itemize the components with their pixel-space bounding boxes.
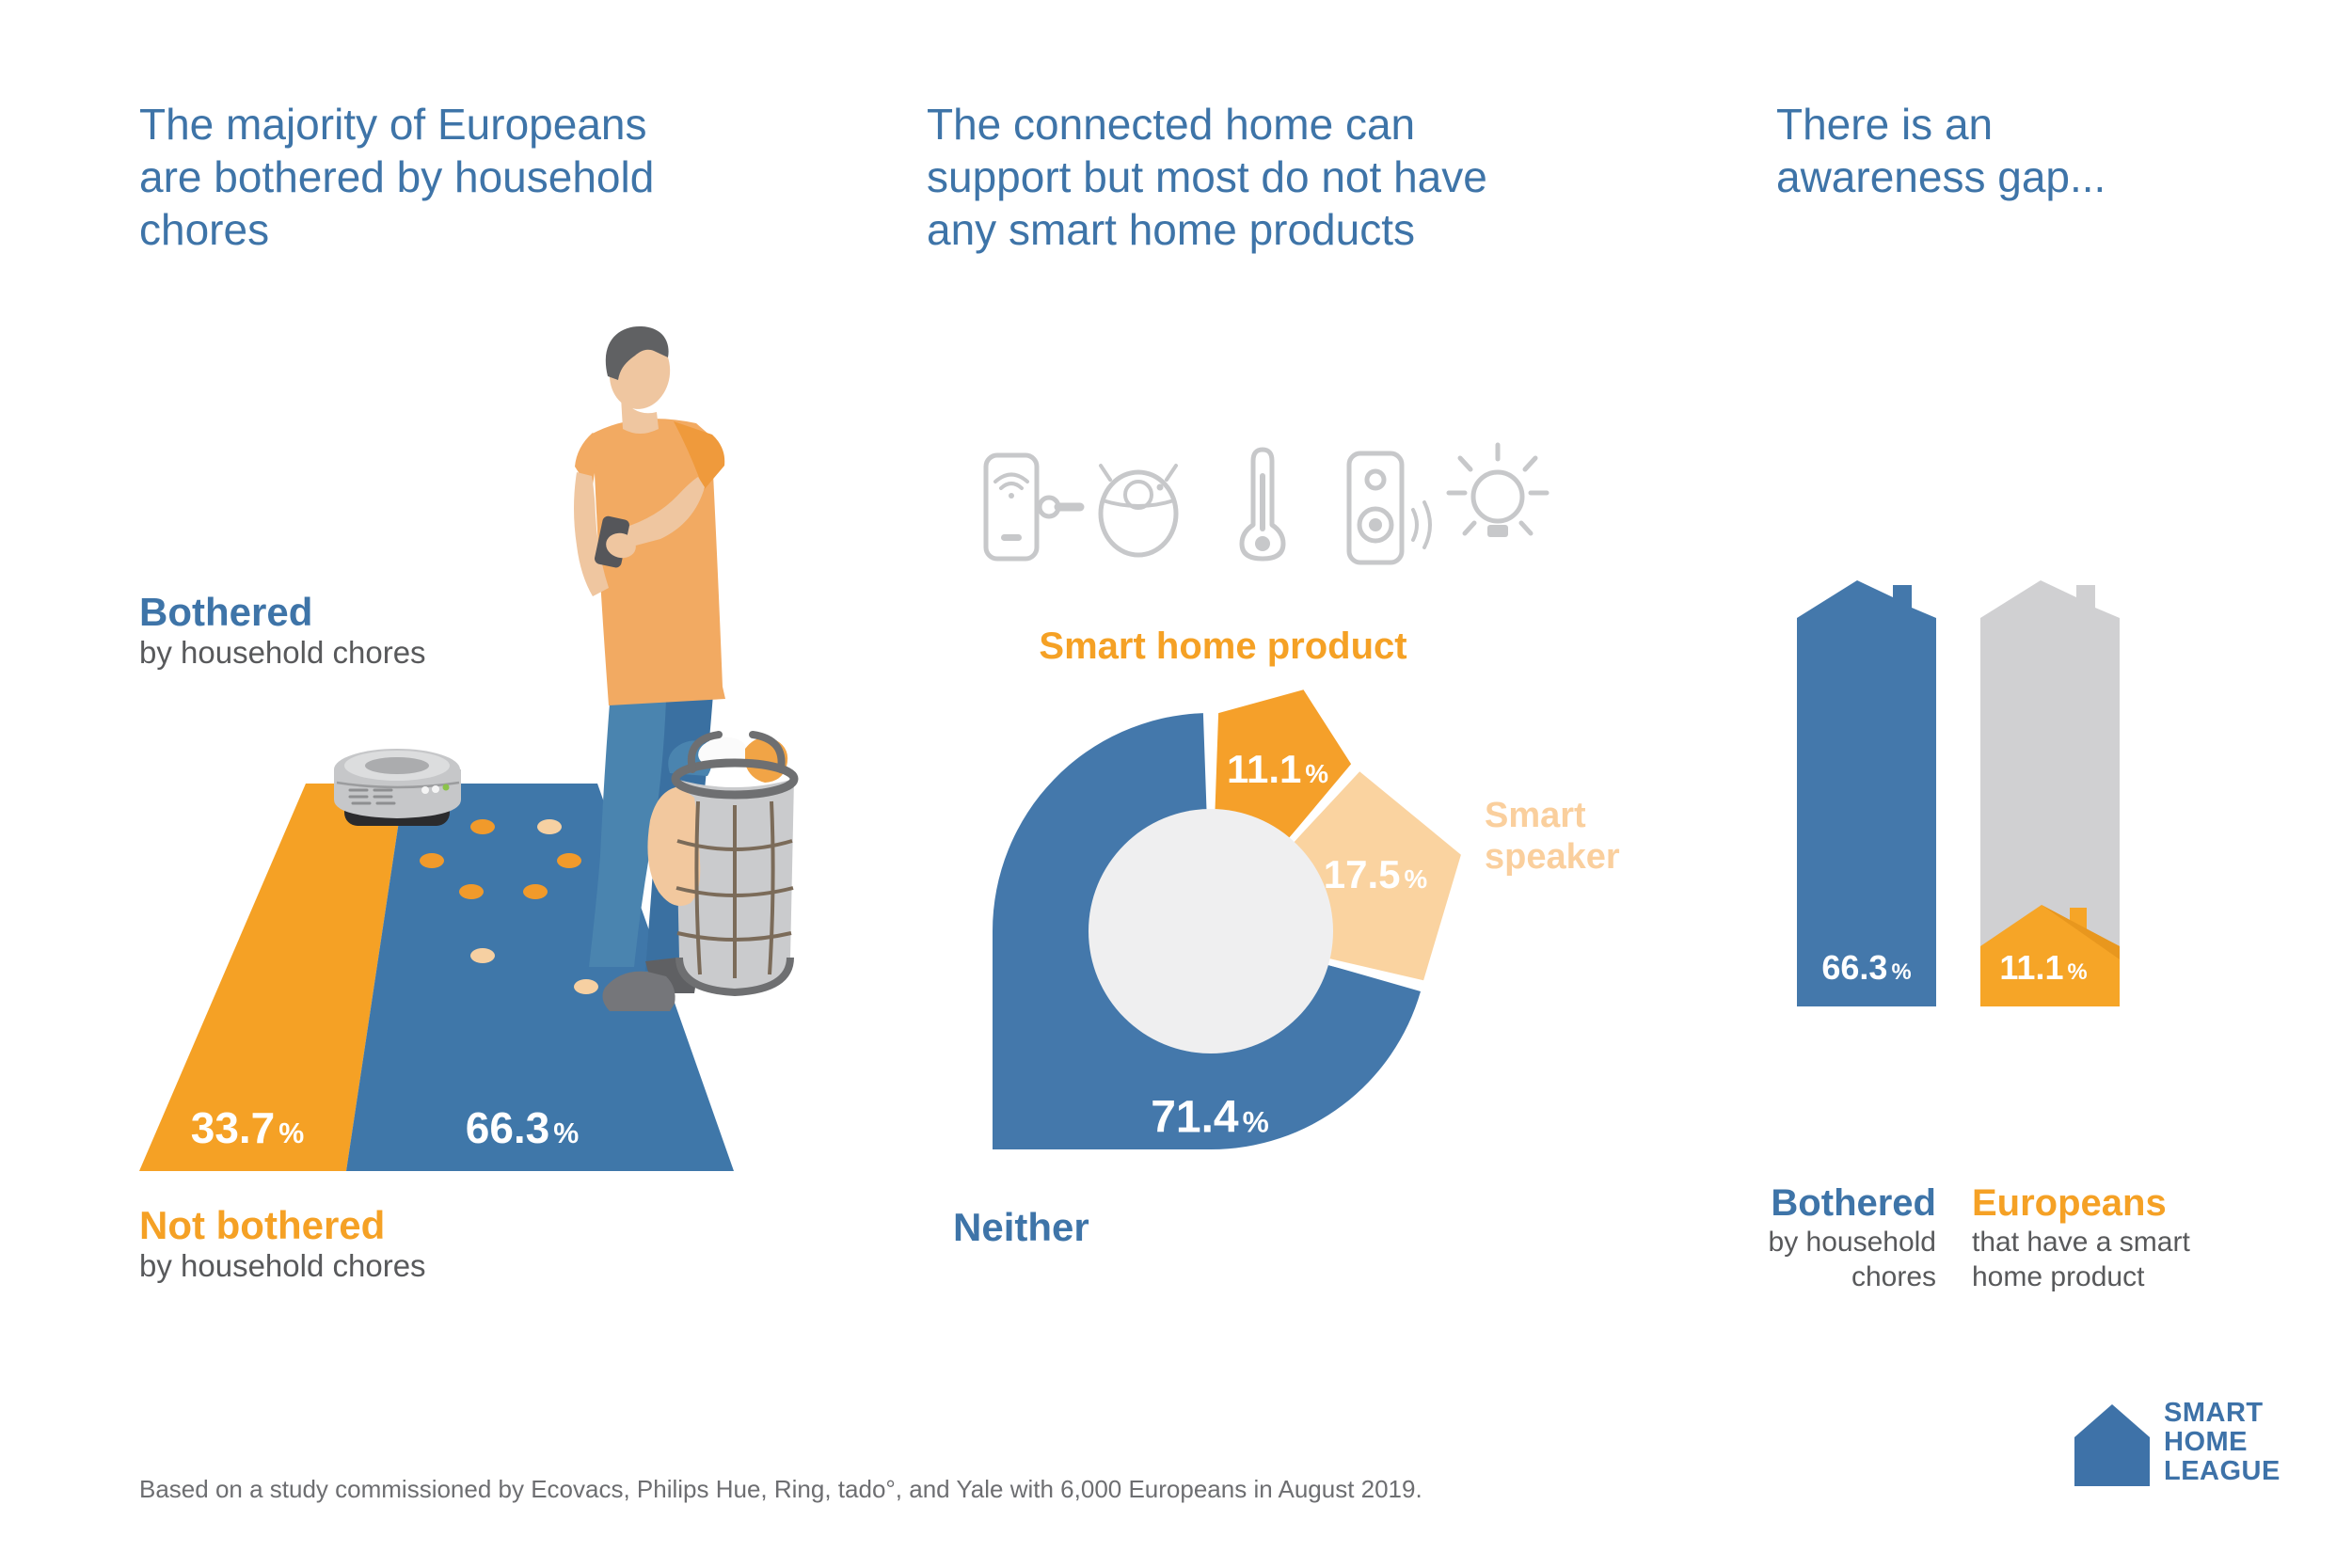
rug-crumb-dots	[420, 819, 598, 994]
not-bothered-label: Not bothered	[139, 1203, 386, 1247]
right-heading: There is an awareness gap...	[1776, 98, 2106, 203]
smart-home-league-logo-icon	[2074, 1404, 2150, 1486]
orange-roof-shadow	[2042, 905, 2120, 959]
house-bar2-label: Europeans	[1972, 1182, 2167, 1224]
bothered-legend: Bothered by household chores	[139, 591, 426, 672]
smart-home-league-logo-text: SMART HOME LEAGUE	[2164, 1398, 2280, 1486]
video-doorbell-icon	[1346, 451, 1432, 565]
house-bar1-legend: Bothered by household chores	[1729, 1181, 1936, 1294]
smart-home-ownership-donut	[993, 658, 1476, 1149]
left-heading-line: chores	[139, 205, 270, 254]
smart-lock-icon	[983, 452, 1085, 562]
bothered-sublabel: by household chores	[139, 635, 426, 670]
smart-speaker-label: Smart speaker	[1485, 796, 1620, 877]
middle-heading: The connected home can support but most …	[927, 98, 1487, 256]
not-bothered-value: 33.7%	[190, 1103, 305, 1152]
source-note: Based on a study commissioned by Ecovacs…	[139, 1475, 1422, 1503]
smart-home-product-value: 11.1%	[1226, 747, 1329, 791]
basket-grid	[675, 800, 794, 978]
not-bothered-sublabel: by household chores	[139, 1248, 426, 1283]
awareness-house-bar-background	[1980, 580, 2120, 1006]
robot-vacuum-icon	[1098, 464, 1179, 558]
neither-value: 71.4%	[1151, 1092, 1269, 1143]
neither-label: Neither	[953, 1205, 1089, 1249]
robot-vacuum-illustration	[334, 749, 461, 826]
rug-chart	[139, 784, 734, 1171]
smart-bulb-icon	[1446, 442, 1549, 537]
right-heading-line: awareness gap...	[1776, 152, 2106, 201]
house-icon	[2074, 1404, 2150, 1486]
rug-not-bothered-segment	[139, 784, 405, 1171]
left-heading: The majority of Europeans are bothered b…	[139, 98, 654, 256]
middle-heading-line: The connected home can	[927, 100, 1416, 149]
thermostat-icon	[1239, 447, 1286, 562]
bothered-house-bar	[1797, 580, 1936, 1006]
smart-speaker-value: 17.5%	[1323, 852, 1428, 896]
middle-heading-line: any smart home products	[927, 205, 1416, 254]
middle-heading-line: support but most do not have	[927, 152, 1487, 201]
left-heading-line: The majority of Europeans	[139, 100, 647, 149]
robot-vents	[348, 788, 396, 805]
left-heading-line: are bothered by household	[139, 152, 655, 201]
rug-bothered-segment	[346, 784, 734, 1171]
house-bar2-value: 11.1%	[1999, 948, 2088, 987]
house-bar2-legend: Europeans that have a smart home product	[1972, 1181, 2254, 1294]
smart-home-icons-row	[983, 442, 1549, 565]
household-chores-illustration	[139, 325, 799, 1171]
laundry-basket-illustration	[647, 731, 799, 997]
house-bar1-label: Bothered	[1771, 1182, 1936, 1224]
bothered-label: Bothered	[139, 590, 313, 634]
awareness-gap-house-bars	[1797, 580, 2120, 1006]
right-heading-line: There is an	[1776, 100, 1994, 149]
donut-hole	[1089, 809, 1333, 1053]
smart-home-product-label: Smart home product	[1039, 626, 1407, 667]
not-bothered-legend: Not bothered by household chores	[139, 1204, 426, 1285]
bothered-value: 66.3%	[465, 1103, 580, 1152]
house-bar1-value: 66.3%	[1821, 948, 1912, 987]
